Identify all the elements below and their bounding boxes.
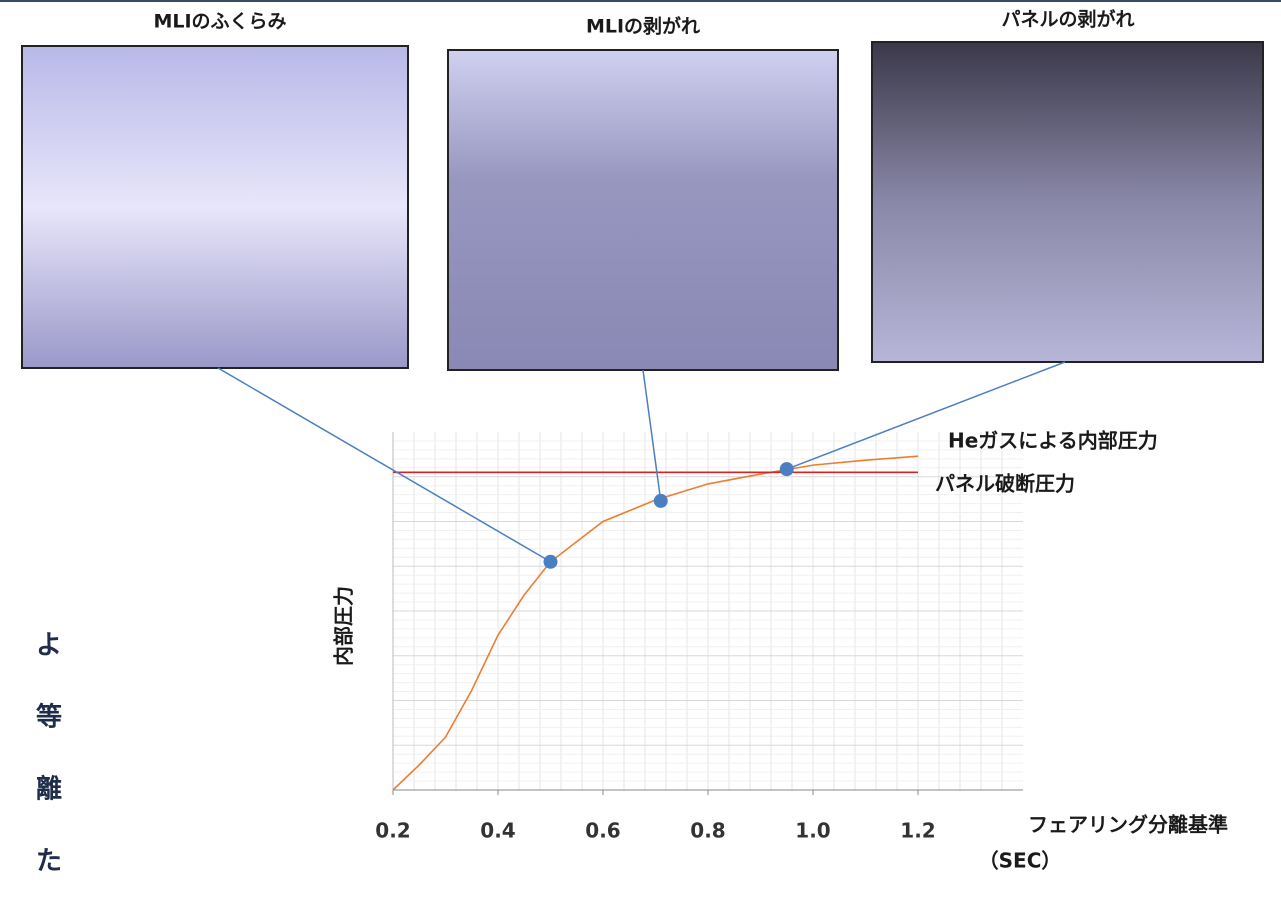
photo [21,45,409,369]
photo-caption: MLIの剥がれ [586,15,700,38]
y-axis-label: 内部圧力 [332,586,356,666]
callout-line [786,361,1066,470]
side-text: 等 [36,702,62,733]
point [779,462,794,477]
x-tick-label: 0.6 [585,819,620,843]
point [543,554,558,569]
x-axis-label: （SEC） [979,849,1062,873]
series-label: パネル破断圧力 [935,472,1075,496]
callout-line [642,369,662,502]
x-tick-label: 0.2 [375,819,410,843]
x-axis-label: フェアリング分離基準 [1028,813,1228,837]
point [653,493,668,508]
side-text: た [36,847,62,877]
photo [447,49,839,371]
photo [871,41,1264,363]
side-text: 離 [36,774,62,805]
side-text: よ [36,631,62,661]
series-label: Heガスによる内部圧力 [948,429,1158,453]
x-tick-label: 1.0 [795,819,830,843]
top-border [0,0,1281,2]
x-tick-label: 1.2 [900,819,935,843]
photo-caption: パネルの剥がれ [1001,8,1134,31]
series-line [392,455,919,791]
x-tick-label: 0.8 [690,819,725,843]
callout-line [217,367,551,563]
x-tick-label: 0.4 [480,819,515,843]
photo-caption: MLIのふくらみ [153,11,286,33]
